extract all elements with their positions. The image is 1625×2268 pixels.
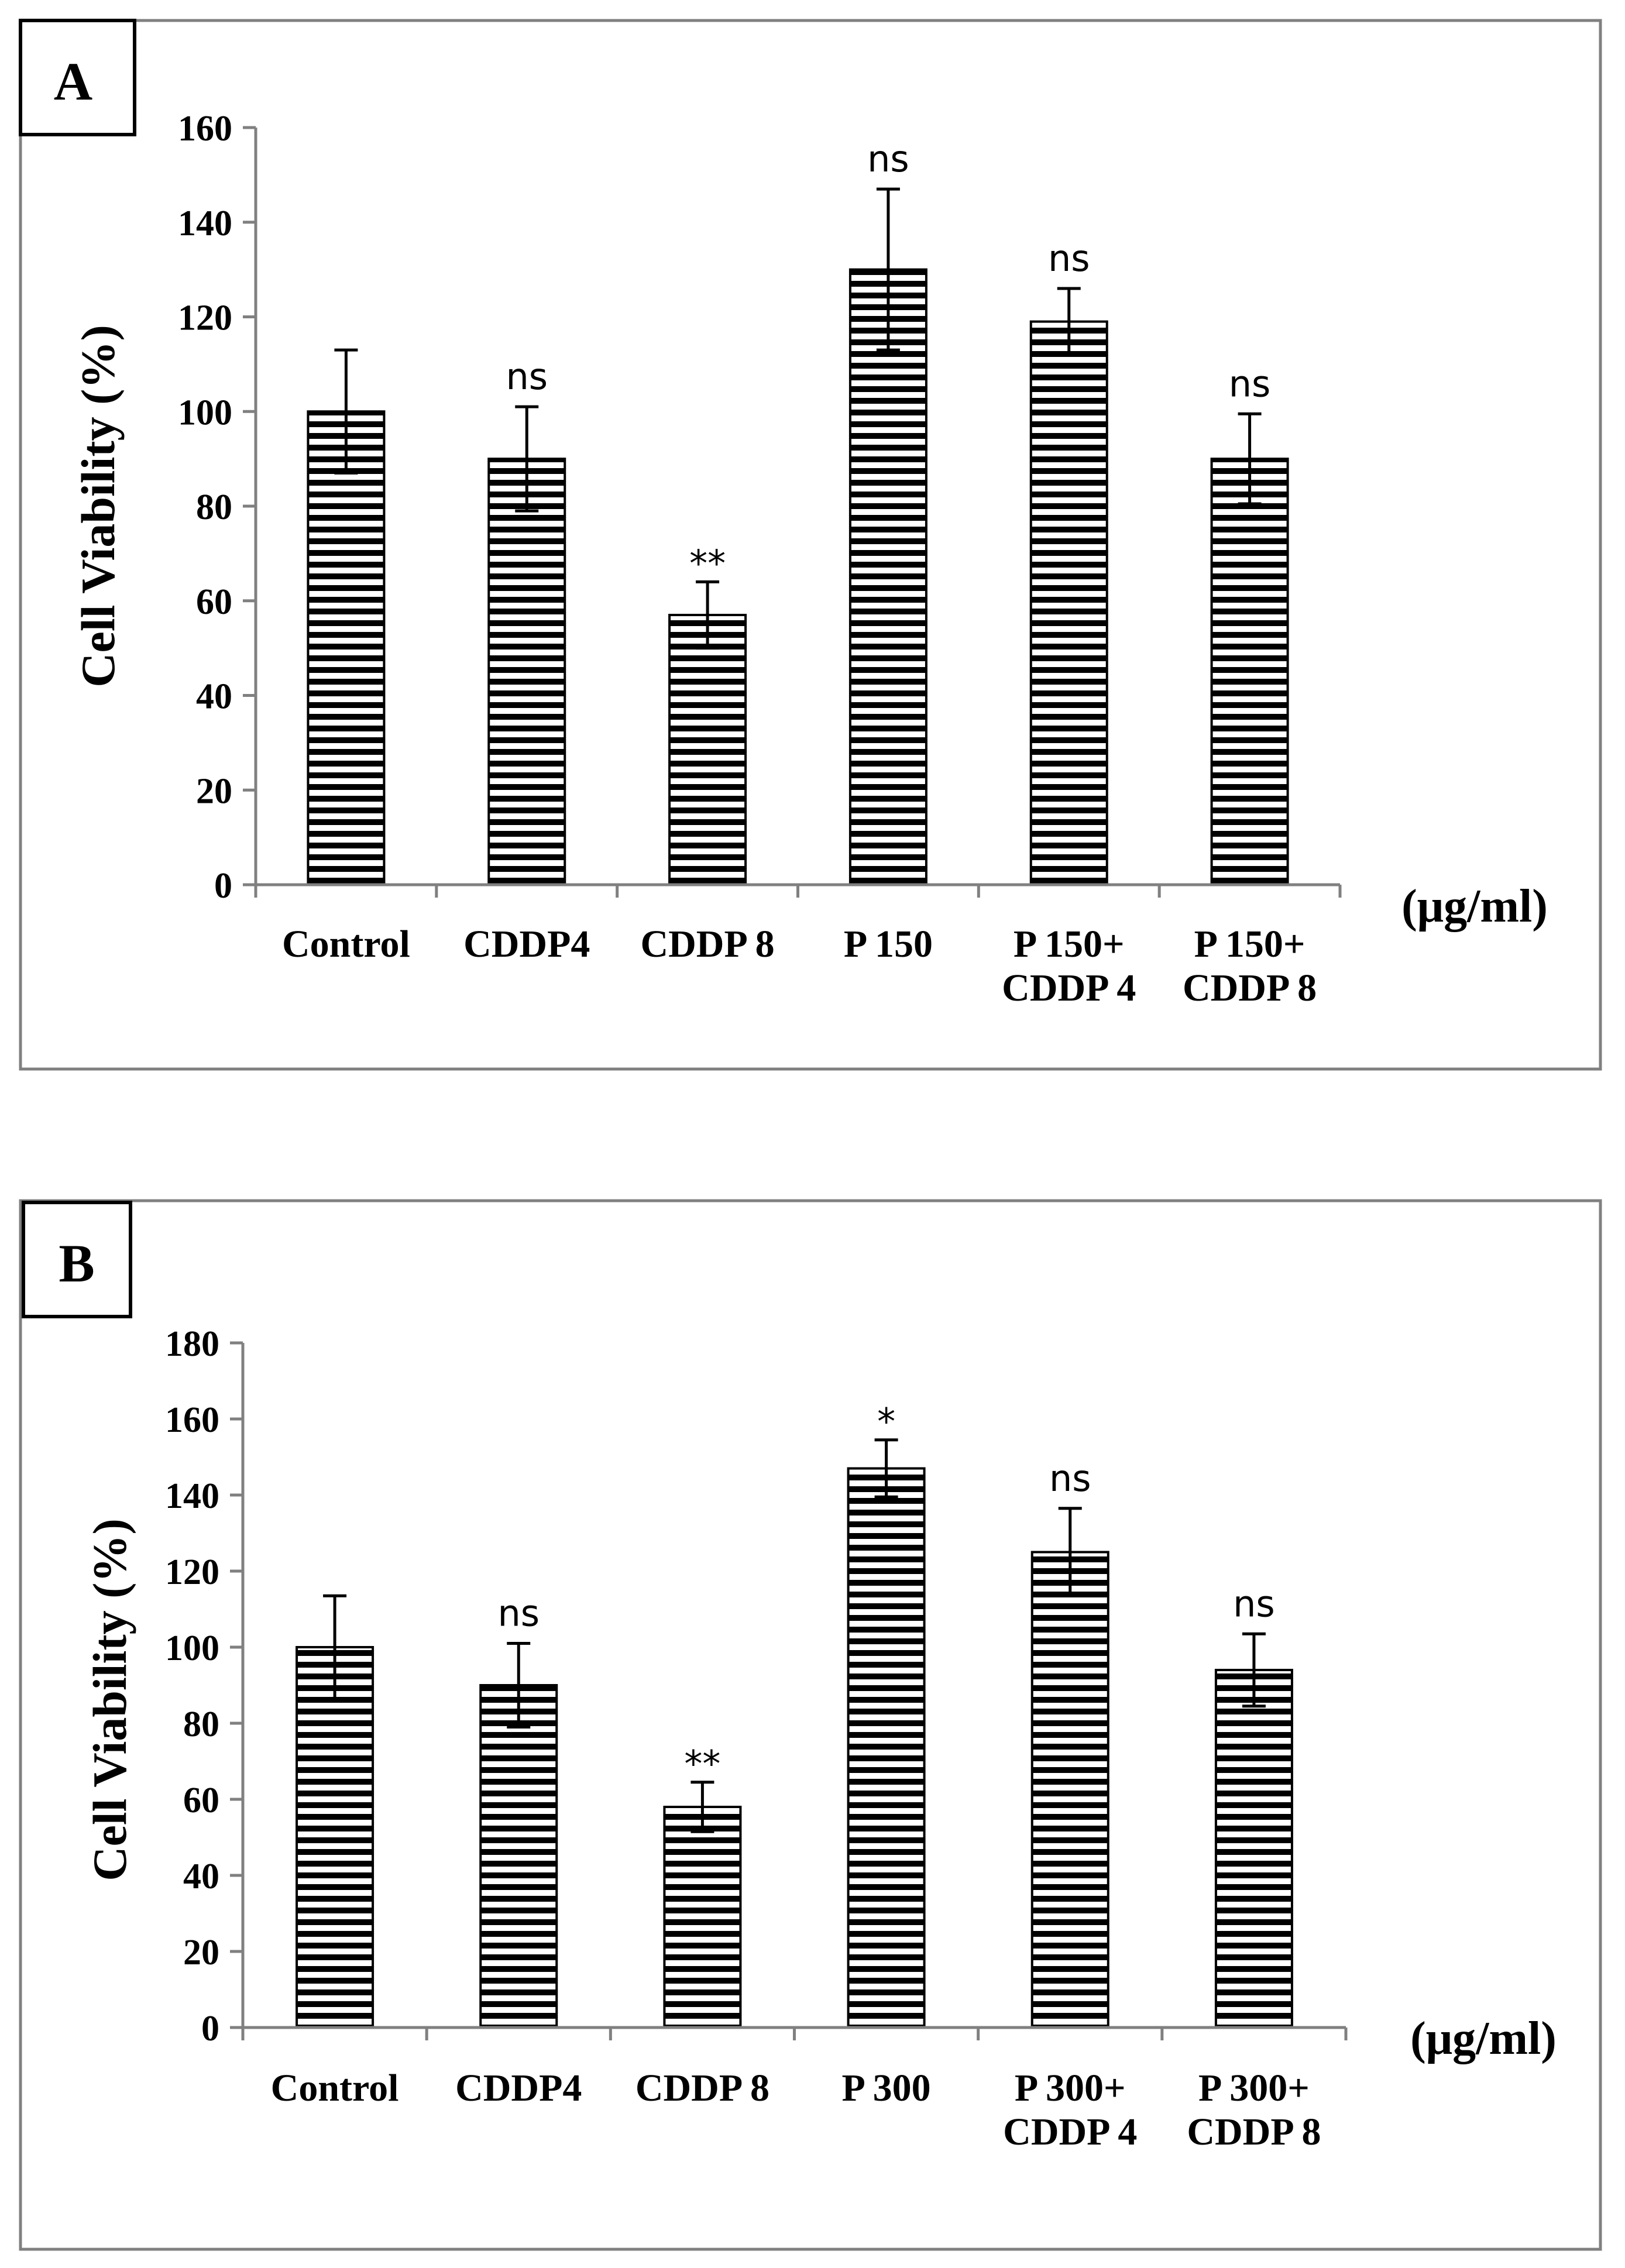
- panel-a-bar: [848, 268, 927, 886]
- panel-b-significance-label: ns: [497, 1592, 540, 1635]
- panel-a-y-tick-labels: 0 20 40 60 80 100 120 140 160: [178, 109, 232, 906]
- panel-a-significance-label: ns: [506, 355, 548, 398]
- panel-a-category-label: CDDP4: [463, 923, 590, 965]
- panel-a-bars: [307, 268, 1289, 886]
- panel-a-y-tick-label: 80: [196, 487, 232, 527]
- panel-a-y-axis-title: Cell Viability (%): [71, 325, 125, 688]
- panel-b-y-axis-title: Cell Viability (%): [83, 1518, 136, 1881]
- panel-b-significance-label: ns: [1049, 1457, 1091, 1500]
- panel-a-category-label: P 150: [844, 923, 933, 965]
- panel-b-y-tick-label: 140: [165, 1476, 219, 1516]
- panel-b-bar: [1030, 1551, 1109, 2029]
- panel-b-category-label: CDDP 8: [1187, 2111, 1321, 2153]
- panel-b-y-tick-label: 120: [165, 1552, 219, 1592]
- panel-a-bar: [1210, 458, 1289, 886]
- panel-b-y-tick-label: 180: [165, 1324, 219, 1364]
- panel-b-y-tick-label: 100: [165, 1628, 219, 1668]
- panel-a-bar: [307, 410, 386, 886]
- panel-b-bar: [663, 1806, 742, 2029]
- panel-b-category-label: Control: [271, 2067, 399, 2109]
- panel-b-axes: [230, 1341, 1348, 2040]
- panel-a-category-label: CDDP 4: [1002, 967, 1136, 1009]
- panel-a-plot: ns ** ns ns ns 0 20 40 60 80 100 120 140 160 Control…: [178, 109, 1342, 1009]
- panel-a-y-tick-label: 160: [178, 109, 232, 149]
- panel-b-y-tick-label: 60: [183, 1781, 219, 1820]
- panel-a-y-tick-label: 140: [178, 204, 232, 243]
- panel-b-category-label: P 300+: [1198, 2067, 1310, 2109]
- panel-b-category-label: CDDP 4: [1003, 2111, 1137, 2153]
- panel-b-category-label: P 300+: [1015, 2067, 1126, 2109]
- panel-b-unit-label: (μg/ml): [1410, 2013, 1557, 2064]
- panel-a-bar: [668, 614, 747, 886]
- panel-a-category-label: P 150+: [1014, 923, 1125, 965]
- panel-a-bar: [1029, 320, 1108, 886]
- panel-b-bar: [847, 1467, 926, 2029]
- panel-a-letter: A: [54, 51, 92, 111]
- panel-a-bar: [487, 458, 566, 886]
- panel-a-significance-label: **: [689, 542, 726, 585]
- panel-b-letter-box: [22, 1201, 132, 1318]
- panel-b-category-label: CDDP4: [455, 2067, 582, 2109]
- panel-a-category-label: CDDP 8: [1183, 967, 1317, 1009]
- panel-b-significance-label: *: [877, 1400, 895, 1443]
- panel-b-letter: B: [59, 1233, 94, 1293]
- panel-a-category-label: CDDP 8: [640, 923, 774, 965]
- panel-a-significance-label: ns: [867, 138, 909, 180]
- panel-a-axes: [243, 126, 1342, 898]
- panel-a-y-tick-label: 100: [178, 393, 232, 432]
- panel-b-significance-label: ns: [1233, 1582, 1275, 1625]
- panel-b-bar: [296, 1646, 375, 2029]
- panel-a-significance-labels: ns ** ns ns ns: [506, 138, 1270, 585]
- panel-b-y-tick-labels: 0 20 40 60 80 100 120 140 160 180: [165, 1324, 219, 2049]
- panel-a-significance-label: ns: [1048, 237, 1090, 280]
- panel-a-unit-label: (μg/ml): [1401, 881, 1548, 932]
- panel-a-letter-box: [19, 19, 136, 136]
- panel-a-y-tick-label: 120: [178, 298, 232, 338]
- panel-b-y-tick-label: 40: [183, 1857, 219, 1896]
- panel-b-y-tick-label: 20: [183, 1933, 219, 1973]
- panel-a-y-tick-label: 60: [196, 582, 232, 622]
- panel-a-y-tick-label: 0: [214, 866, 232, 906]
- panel-b-y-tick-label: 0: [201, 2009, 219, 2049]
- panel-b-bar: [1214, 1669, 1293, 2029]
- panel-b-significance-label: **: [684, 1743, 720, 1785]
- panel-b-category-label: P 300: [841, 2067, 930, 2109]
- panel-b-y-tick-label: 80: [183, 1705, 219, 1744]
- panel-a-y-tick-label: 20: [196, 771, 232, 811]
- panel-a-error-bars: [334, 187, 1262, 650]
- panel-b-y-tick-label: 160: [165, 1400, 219, 1440]
- panel-b-error-bars: [323, 1438, 1266, 1833]
- panel-b-frame: [19, 1199, 1602, 2251]
- panel-b-bar: [479, 1684, 558, 2029]
- panel-a-y-tick-label: 40: [196, 677, 232, 717]
- panel-a: A Cell Viability (%) (μg/ml) ns ** ns ns ns …: [19, 19, 1602, 1071]
- panel-a-significance-label: ns: [1229, 362, 1271, 405]
- panel-a-category-label: Control: [282, 923, 410, 965]
- panel-a-category-label: P 150+: [1194, 923, 1306, 965]
- panel-b-bars: [296, 1467, 1293, 2029]
- panel-a-frame: [19, 19, 1602, 1071]
- panel-b-category-label: CDDP 8: [635, 2067, 769, 2109]
